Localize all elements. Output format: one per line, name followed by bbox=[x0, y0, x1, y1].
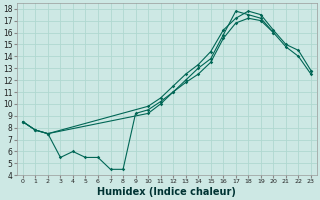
X-axis label: Humidex (Indice chaleur): Humidex (Indice chaleur) bbox=[98, 187, 236, 197]
